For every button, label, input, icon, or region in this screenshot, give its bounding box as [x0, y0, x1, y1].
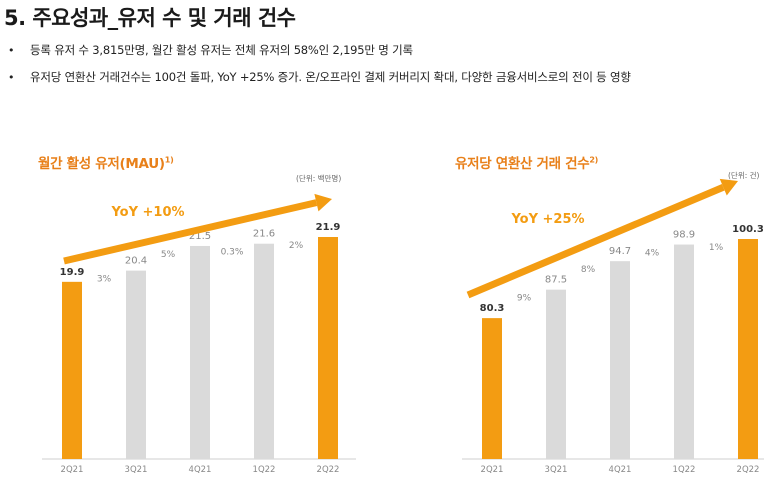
tx-value-label: 94.7 [609, 246, 631, 257]
mau-tick-label: 4Q21 [189, 465, 212, 475]
mau-bar-2Q22 [318, 237, 338, 459]
mau-bar-3Q21 [126, 270, 146, 459]
bullet-text: 등록 유저 수 3,815만명, 월간 활성 유저는 전체 유저의 58%인 2… [30, 43, 413, 57]
tx-yoy-arrow-head [719, 178, 738, 196]
tx-bar-1Q22 [674, 244, 694, 459]
tx-chart-title-text: 유저당 연환산 거래 건수 [455, 156, 590, 172]
tx-chart-footnote: 2) [589, 155, 599, 165]
tx-growth-label: 8% [581, 265, 596, 275]
bullet-item: • 유저당 연환산 거래건수는 100건 돌파, YoY +25% 증가. 온/… [8, 69, 768, 85]
mau-chart-title-text: 월간 활성 유저(MAU) [38, 156, 165, 172]
tx-yoy-arrow-shaft [466, 183, 725, 299]
mau-bar-2Q21 [62, 281, 82, 459]
tx-chart-title: 유저당 연환산 거래 건수2) [455, 152, 599, 173]
mau-chart-unit: (단위: 백만명) [296, 174, 342, 183]
tx-bar-4Q21 [610, 261, 630, 459]
mau-value-label: 19.9 [60, 267, 85, 278]
mau-bar-4Q21 [190, 245, 210, 459]
mau-value-label: 20.4 [125, 256, 147, 267]
tx-growth-label: 9% [517, 294, 532, 304]
tx-tick-label: 3Q21 [545, 465, 568, 475]
tx-value-label: 98.9 [673, 230, 695, 241]
tx-growth-label: 1% [709, 243, 724, 253]
mau-bar-1Q22 [254, 243, 274, 459]
tx-tick-label: 2Q21 [481, 465, 504, 475]
tx-yoy-label: YoY +25% [510, 212, 584, 227]
tx-growth-label: 4% [645, 249, 660, 259]
mau-chart-footnote: 1) [164, 155, 174, 165]
bullet-item: • 등록 유저 수 3,815만명, 월간 활성 유저는 전체 유저의 58%인… [8, 42, 768, 58]
tx-bar-2Q21 [482, 318, 502, 459]
bullet-marker: • [8, 43, 15, 57]
tx-tick-label: 1Q22 [673, 465, 696, 475]
mau-tick-label: 1Q22 [253, 465, 276, 475]
mau-yoy-label: YoY +10% [110, 205, 184, 220]
mau-tick-label: 2Q21 [61, 465, 84, 475]
mau-yoy-arrow-head [314, 193, 332, 212]
tx-chart-unit: (단위: 건) [728, 171, 760, 180]
tx-value-label: 100.3 [732, 224, 764, 235]
mau-growth-label: 2% [289, 241, 304, 251]
mau-value-label: 21.9 [316, 222, 341, 233]
tx-bar-3Q21 [546, 289, 566, 459]
mau-value-label: 21.5 [189, 231, 211, 242]
tx-tick-label: 2Q22 [737, 465, 760, 475]
tx-value-label: 87.5 [545, 275, 567, 286]
mau-yoy-arrow-shaft [63, 199, 318, 265]
bullet-text: 유저당 연환산 거래건수는 100건 돌파, YoY +25% 증가. 온/오프… [30, 70, 631, 84]
mau-chart-title: 월간 활성 유저(MAU)1) [38, 152, 174, 173]
tx-value-label: 80.3 [480, 303, 505, 314]
mau-growth-label: 3% [97, 275, 112, 285]
tx-tick-label: 4Q21 [609, 465, 632, 475]
page-title: 5. 주요성과_유저 수 및 거래 건수 [4, 6, 296, 30]
mau-tick-label: 3Q21 [125, 465, 148, 475]
bullet-marker: • [8, 70, 15, 84]
bullet-list: • 등록 유저 수 3,815만명, 월간 활성 유저는 전체 유저의 58%인… [8, 42, 768, 96]
mau-tick-label: 2Q22 [317, 465, 340, 475]
mau-growth-label: 5% [161, 250, 176, 260]
tx-bar-2Q22 [738, 239, 758, 459]
mau-growth-label: 0.3% [221, 248, 244, 258]
mau-value-label: 21.6 [253, 229, 275, 240]
